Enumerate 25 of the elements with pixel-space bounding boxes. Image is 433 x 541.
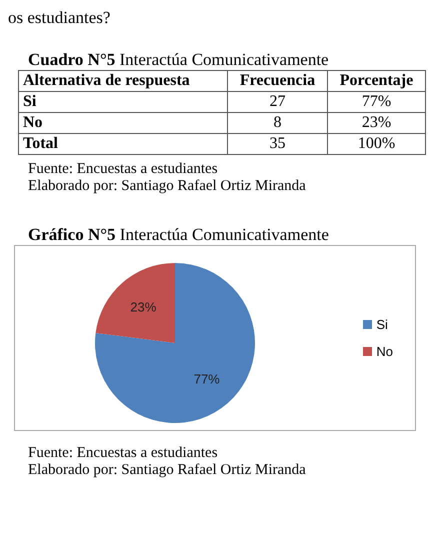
text: Frecuencia [227, 70, 328, 92]
text: 23% [328, 112, 426, 134]
text: 100% [328, 134, 426, 154]
pie-slice [95, 263, 255, 423]
pie-slice [96, 263, 175, 343]
text: Elaborado por: Santiago Rafael Ortiz Miranda [28, 178, 307, 195]
text: 27 [227, 92, 328, 112]
text: 35 [227, 134, 328, 154]
text: Cuadro N°5 Interactúa Comunicativamente [28, 50, 330, 70]
data-label: 23% [130, 299, 157, 314]
legend-label: No [376, 344, 393, 359]
text: Si [18, 92, 228, 112]
legend-label: Si [376, 317, 388, 332]
text: Alternativa de respuesta [18, 70, 228, 92]
text: 8 [227, 112, 328, 134]
chart-title: Gráfico N°5 Interactúa Comunicativamente [28, 225, 330, 245]
text: Total [18, 134, 228, 154]
source-note: Fuente: Encuestas a estudiantes [28, 445, 219, 462]
text: 77% [328, 92, 426, 112]
data-label: 77% [194, 372, 220, 387]
source-note: Fuente: Encuestas a estudiantes [28, 161, 219, 178]
text: Porcentaje [328, 70, 426, 92]
text: Elaborado por: Santiago Rafael Ortiz Miranda [28, 462, 307, 479]
text: os estudiantes? [8, 8, 112, 28]
text: No [18, 112, 228, 134]
